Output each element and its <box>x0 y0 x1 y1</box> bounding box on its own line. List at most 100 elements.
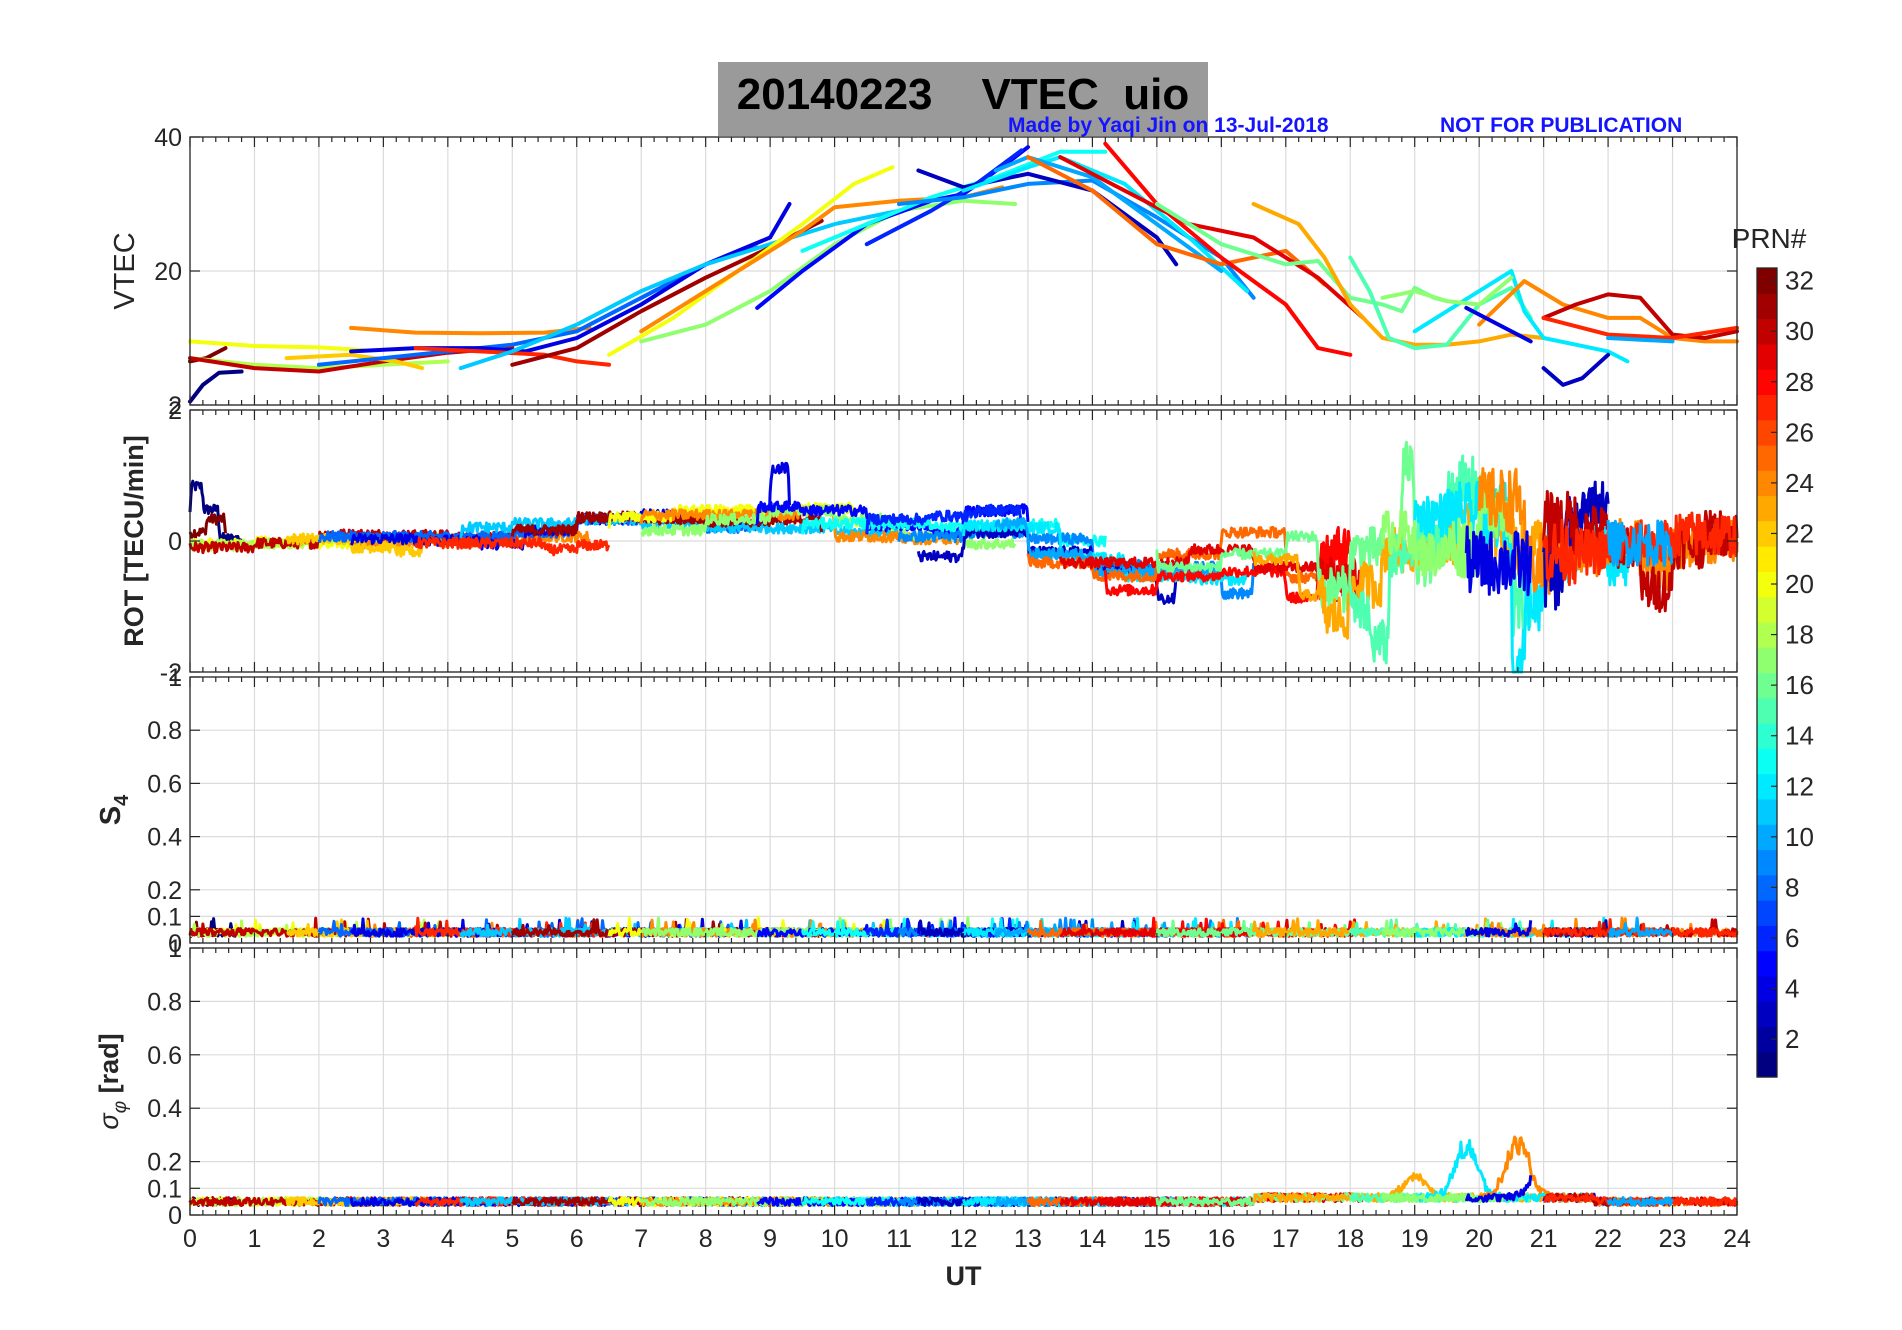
notice-text: NOT FOR PUBLICATION <box>1440 114 1683 137</box>
x-axis-label: UT <box>946 1261 982 1291</box>
sigma_phi-y-tick-label: 0.1 <box>147 1175 182 1203</box>
x-tick-label: 12 <box>950 1225 978 1253</box>
colorbar-cell-prn-14 <box>1757 723 1777 749</box>
rot-y-tick-label: 2 <box>168 397 182 425</box>
vtec-series-prn-27 <box>1541 315 1739 340</box>
sigma_phi-y-tick-label: 1 <box>168 935 182 963</box>
x-tick-label: 18 <box>1336 1225 1364 1253</box>
x-tick-label: 17 <box>1272 1225 1300 1253</box>
sigma-y-label-sub: φ <box>110 1101 131 1113</box>
colorbar-cell-prn-27 <box>1757 394 1777 421</box>
colorbar-cell-prn-21 <box>1757 546 1777 572</box>
vtec-series-prn-10 <box>993 155 1224 273</box>
s4-y-tick-label: 0.6 <box>147 770 182 798</box>
rot-series-prn-29 <box>1058 543 1365 602</box>
vtec-series-prn-20 <box>607 165 895 357</box>
colorbar-tick-label: 4 <box>1785 974 1799 1004</box>
x-tick-label: 8 <box>699 1225 713 1253</box>
vtec-series-prn-17 <box>639 198 1018 344</box>
colorbar-cell-prn-9 <box>1757 849 1777 876</box>
colorbar-tick-label: 10 <box>1785 822 1814 852</box>
x-tick-label: 10 <box>821 1225 849 1253</box>
vtec-y-label: VTEC <box>109 232 141 309</box>
x-tick-label: 20 <box>1465 1225 1493 1253</box>
rot-series-prn-22 <box>285 532 424 558</box>
colorbar-cell-prn-10 <box>1757 824 1777 851</box>
title-main: VTEC uio <box>981 70 1190 119</box>
colorbar-cell-prn-2 <box>1757 1026 1777 1053</box>
colorbar-cell-prn-20 <box>1757 571 1777 598</box>
rot-series-prn-27 <box>414 536 611 557</box>
rot-series-prn-27 <box>1542 511 1739 587</box>
colorbar-tick-label: 24 <box>1785 468 1814 498</box>
x-tick-label: 16 <box>1207 1225 1235 1253</box>
colorbar-tick-label: 20 <box>1785 569 1814 599</box>
rot-series-prn-4 <box>1464 525 1533 597</box>
sigma-series-prn-27 <box>1543 1192 1739 1208</box>
rot-series-prn-6 <box>865 503 1023 535</box>
s4-series-prn-10 <box>1606 916 1674 938</box>
colorbar-cell-prn-22 <box>1757 520 1777 547</box>
vtec-y-tick-label: 20 <box>154 258 182 286</box>
colorbar-cell-prn-30 <box>1757 318 1777 345</box>
x-tick-label: 2 <box>312 1225 326 1253</box>
s4-y-label: S4 <box>95 794 133 825</box>
vtec-y-tick-label: 2 <box>168 392 182 420</box>
s4-panel: 00.10.2 0.4 0.6 0.8 1 S4 <box>95 664 1739 958</box>
sigma_phi-y-tick-label: 0.8 <box>147 988 182 1016</box>
colorbar-tick-label: 30 <box>1785 316 1814 346</box>
colorbar-cell-prn-5 <box>1757 950 1777 977</box>
colorbar-tick-label: 32 <box>1785 266 1814 296</box>
colorbar-cell-prn-7 <box>1757 900 1777 926</box>
colorbar-tick-label: 26 <box>1785 417 1814 447</box>
x-tick-label: 22 <box>1594 1225 1622 1253</box>
vtec-series-prn-4 <box>1464 305 1533 344</box>
sigma-y-label: σφ [rad] <box>94 1033 131 1129</box>
vtec-series-prn-12 <box>961 155 1250 294</box>
colorbar-cell-prn-3 <box>1757 1001 1777 1028</box>
colorbar-tick-label: 8 <box>1785 872 1799 902</box>
x-tick-label: 23 <box>1659 1225 1687 1253</box>
rot-series-prn-10 <box>1606 519 1674 568</box>
sigma_phi-y-tick-label: 0.6 <box>147 1042 182 1070</box>
s4-series-prn-4 <box>1464 920 1533 938</box>
colorbar-border <box>1756 267 1778 1078</box>
vtec-series-prn-30 <box>1541 292 1739 340</box>
vtec-series-prn-1 <box>188 369 244 404</box>
figure-title-box: 20140223 VTEC uio <box>718 62 1208 136</box>
colorbar-cell-prn-29 <box>1757 343 1777 370</box>
rot-series-prn-13 <box>800 516 1107 548</box>
x-tick-label: 9 <box>763 1225 777 1253</box>
x-tick-label: 5 <box>505 1225 519 1253</box>
vtec-series-prn-10 <box>1606 336 1675 344</box>
s4-y-tick-label: 0 <box>168 930 182 958</box>
s4-y-tick-label: 0.8 <box>147 717 182 745</box>
vtec-series-prn-15 <box>1348 255 1533 351</box>
colorbar-cell-prn-24 <box>1757 470 1777 497</box>
colorbar-cell-prn-17 <box>1757 647 1777 674</box>
rot-y-tick-label: -2 <box>160 659 182 687</box>
colorbar-cell-prn-16 <box>1757 672 1777 699</box>
x-tick-label: 1 <box>248 1225 262 1253</box>
x-tick-label: 19 <box>1401 1225 1429 1253</box>
vtec-series-prn-3 <box>916 168 1179 267</box>
x-tick-label: 0 <box>183 1225 197 1253</box>
rot-panel: -2 0 2 ROT [TECU/min] <box>119 397 1739 687</box>
x-tick-label: 3 <box>376 1225 390 1253</box>
vtec-series-prn-29 <box>1058 155 1366 320</box>
rot-y-label: ROT [TECU/min] <box>119 435 149 646</box>
colorbar-cell-prn-12 <box>1757 773 1777 800</box>
colorbar-cell-prn-28 <box>1757 369 1777 396</box>
sigma-y-label-unit: [rad] <box>94 1033 124 1101</box>
sigma-series-prn-10 <box>1606 1196 1674 1207</box>
colorbar-cell-prn-18 <box>1757 621 1777 648</box>
rot-y-tick-label: 0 <box>168 528 182 556</box>
x-tick-label: 11 <box>886 1225 912 1253</box>
colorbar-tick-label: 22 <box>1785 518 1814 548</box>
x-tick-label: 24 <box>1723 1225 1751 1253</box>
x-axis: 0 1 2 3 4 5 6 7 8 9 10 11 12 13 14 15 16 17 18 19 20 21 22 23 24… <box>183 1225 1751 1291</box>
colorbar-cell-prn-8 <box>1757 874 1777 901</box>
colorbar-tick-label: 2 <box>1785 1024 1799 1054</box>
